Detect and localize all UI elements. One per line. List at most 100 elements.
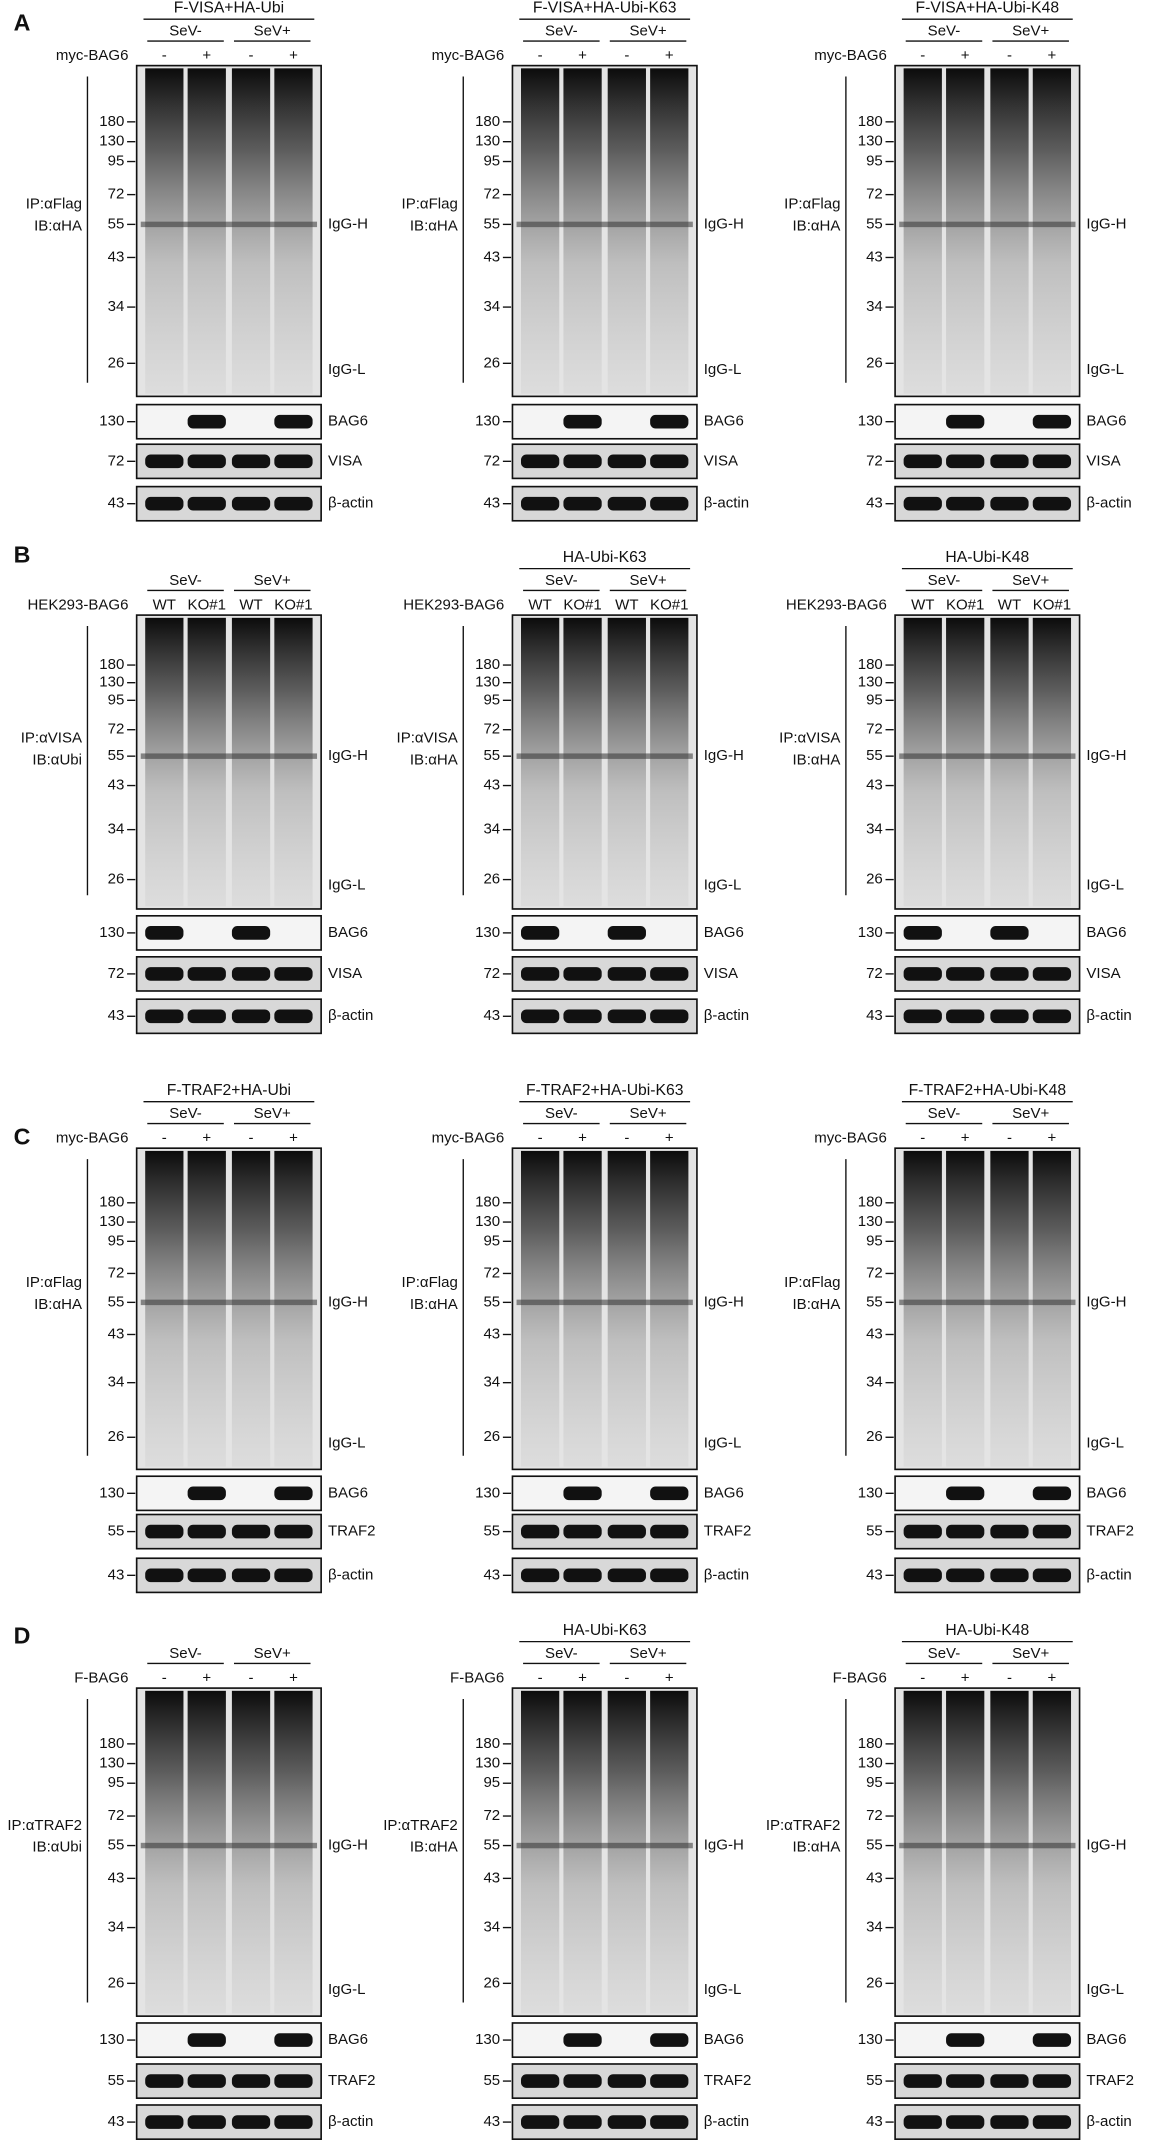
marker-label: 95 [483, 1232, 500, 1249]
band-label: IgG-H [328, 1293, 368, 1310]
lane-label: + [961, 47, 970, 64]
lane-smear [990, 68, 1029, 394]
marker-label: 26 [866, 1974, 883, 1991]
band [145, 454, 184, 469]
band [1032, 967, 1072, 981]
marker-label: 55 [866, 1837, 883, 1854]
band [187, 1568, 226, 1583]
blot-title: HA-Ubi-K48 [945, 549, 1029, 566]
band-label: IgG-L [328, 876, 366, 893]
marker-label: 180 [858, 1194, 883, 1211]
condition-label: SeV- [928, 22, 961, 39]
ip-label: IB:αHA [793, 751, 841, 768]
band [946, 454, 985, 469]
lane-label: KO#1 [946, 596, 984, 613]
band [187, 1009, 226, 1024]
band [1032, 2074, 1072, 2088]
band [520, 1524, 560, 1539]
lane-label: - [538, 1130, 543, 1147]
band [1032, 496, 1072, 511]
band [1032, 1009, 1072, 1024]
strip-label: BAG6 [1086, 1484, 1126, 1501]
band [520, 1568, 560, 1583]
lane-smear [946, 617, 985, 907]
band [520, 496, 560, 511]
ip-label: IP:αTRAF2 [7, 1817, 82, 1834]
marker-label: 130 [475, 1755, 500, 1772]
marker-label: 180 [99, 656, 124, 673]
band [145, 1524, 184, 1539]
band [607, 454, 646, 469]
marker-label: 43 [483, 1007, 500, 1024]
band [990, 1568, 1029, 1583]
lane-label: KO#1 [1033, 596, 1071, 613]
marker-label: 130 [475, 2031, 500, 2048]
marker-label: 26 [866, 871, 883, 888]
band [946, 414, 985, 429]
lane-smear [563, 68, 602, 394]
treatment-label: myc-BAG6 [432, 47, 505, 64]
marker-label: 55 [483, 215, 500, 232]
strip-label: BAG6 [1086, 2031, 1126, 2048]
band [563, 454, 602, 469]
marker-label: 43 [866, 1566, 883, 1583]
marker-label: 130 [858, 1755, 883, 1772]
band-label: IgG-H [1086, 215, 1126, 232]
marker-label: 55 [866, 747, 883, 764]
strip [135, 1475, 322, 1512]
strip-label: VISA [1086, 452, 1120, 469]
lane-label: + [289, 1669, 298, 1686]
lane-label: - [249, 1130, 254, 1147]
lane-smear [187, 617, 226, 907]
marker-label: 180 [475, 656, 500, 673]
lane-label: + [665, 1130, 674, 1147]
strip-label: TRAF2 [328, 2072, 376, 2089]
panel-letter: B [14, 541, 31, 567]
lane-smear [1032, 1150, 1072, 1467]
igg-h-band [899, 221, 1076, 228]
igg-h-band [140, 1299, 318, 1306]
marker-label: 55 [483, 1293, 500, 1310]
strip-label: β-actin [1086, 1566, 1131, 1583]
band [563, 414, 602, 429]
band [650, 2033, 689, 2047]
condition-label: SeV- [545, 1645, 578, 1662]
lane-smear [520, 1150, 560, 1467]
condition-label: SeV+ [1012, 572, 1049, 589]
band [607, 926, 646, 940]
band [563, 2115, 602, 2129]
strip-label: TRAF2 [704, 1523, 752, 1540]
band [274, 2074, 313, 2088]
strip-label: BAG6 [704, 413, 744, 430]
lane-label: + [1048, 1130, 1057, 1147]
band [563, 2074, 602, 2088]
strip-label: VISA [328, 965, 362, 982]
band-label: IgG-H [704, 1837, 744, 1854]
band-label: IgG-H [328, 1837, 368, 1854]
strip-label: BAG6 [328, 413, 368, 430]
marker-label: 26 [108, 354, 125, 371]
band [903, 2074, 942, 2088]
marker-label: 72 [483, 452, 500, 469]
lane-label: + [578, 47, 587, 64]
marker-label: 130 [858, 1213, 883, 1230]
band [274, 967, 313, 981]
lane-smear [650, 68, 689, 394]
lane-smear [650, 1690, 689, 2014]
lane-smear [563, 617, 602, 907]
band [563, 1486, 602, 1501]
band [903, 967, 942, 981]
marker-label: 55 [866, 215, 883, 232]
marker-label: 26 [483, 354, 500, 371]
blot-title: F-VISA+HA-Ubi [174, 0, 284, 16]
blot-title: F-TRAF2+HA-Ubi-K63 [526, 1082, 684, 1099]
panel-letter: A [14, 10, 31, 36]
ip-label: IB:αHA [793, 1839, 841, 1856]
lane-smear [274, 1150, 313, 1467]
lane-smear [187, 1690, 226, 2014]
band [990, 2074, 1029, 2088]
marker-label: 180 [99, 1735, 124, 1752]
treatment-label: F-BAG6 [74, 1669, 128, 1686]
band [990, 454, 1029, 469]
lane-smear [274, 68, 313, 394]
